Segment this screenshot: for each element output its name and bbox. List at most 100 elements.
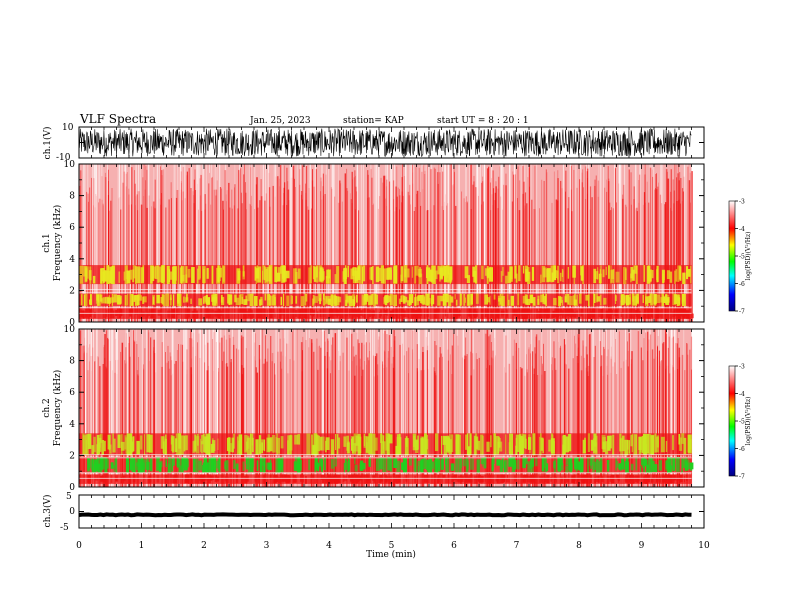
spectrogram-band-cell (320, 436, 325, 451)
spectrogram-band-cell (214, 294, 216, 305)
spectrogram-streak (433, 205, 435, 322)
spectrogram-streak (175, 361, 177, 487)
spectrogram-band-cell (486, 297, 490, 303)
spectrogram-band-cell (133, 459, 136, 473)
spectrogram-band-cell (155, 265, 158, 280)
spectrogram-band-cell (465, 476, 469, 483)
spectrogram-gap (251, 164, 252, 322)
spectrogram-band-cell (518, 265, 521, 282)
spectrogram-gap (425, 329, 427, 487)
spectrogram-streak (442, 356, 443, 487)
spectrogram-band-cell (578, 461, 581, 471)
spectrogram-gap (571, 329, 572, 487)
spectrogram-band-cell (420, 438, 425, 455)
spectrogram-streak (646, 181, 648, 322)
spectrogram-gap (279, 164, 281, 322)
spectrogram-band-cell (95, 474, 99, 481)
spectrogram-band-cell (424, 475, 428, 483)
spectrogram-gap (569, 164, 571, 322)
spectrogram-band-cell (110, 308, 114, 316)
spectrogram-streak (262, 364, 264, 487)
spectrogram-band-cell (625, 294, 630, 306)
spectrogram-streak (553, 341, 555, 487)
spectrogram-band-cell (506, 309, 508, 317)
spectrogram-band-cell (309, 308, 313, 316)
spectrogram-band-cell (646, 464, 650, 473)
spectrogram-band-cell (192, 458, 196, 473)
spectrogram-ytick-label: 10 (64, 325, 76, 335)
spectrogram-streak (261, 329, 264, 487)
spectrogram-band-cell (610, 265, 612, 284)
spectrogram-streak (256, 372, 259, 487)
spectrogram-streak (581, 182, 583, 322)
spectrogram-band-cell (455, 299, 458, 306)
spectrogram-gap (96, 329, 98, 487)
spectrogram-band-cell (604, 297, 607, 305)
spectrogram-streak (264, 200, 266, 322)
spectrogram-band-cell (145, 459, 149, 470)
spectrogram-band-cell (297, 434, 301, 445)
spectrogram-band-cell (541, 266, 546, 283)
spectrogram-band-cell (540, 274, 542, 284)
spectrogram-band-cell (587, 312, 592, 319)
spectrogram-band-cell (395, 445, 399, 456)
spectrogram-band-cell (551, 433, 553, 456)
spectrogram-band-cell (620, 300, 623, 306)
spectrogram-band-cell (526, 271, 529, 281)
spectrogram-gap (549, 329, 552, 487)
spectrogram-streak (601, 355, 603, 487)
spectrogram-band-cell (132, 269, 135, 283)
spectrogram-streak (655, 188, 656, 322)
spectrogram-streak (388, 335, 391, 487)
spectrogram-gap (148, 329, 150, 487)
spectrogram-band-cell (414, 310, 419, 319)
spectrogram-band-cell (110, 462, 114, 469)
spectrogram-band-cell (644, 435, 647, 452)
spectrogram-streak (424, 170, 426, 322)
spectrogram-streak (153, 347, 155, 487)
spectrogram-gap (519, 329, 521, 487)
spectrogram-gap (116, 329, 118, 487)
spectrogram-streak (557, 170, 559, 322)
spectrogram-streak (630, 363, 632, 487)
spectrogram-streak (153, 206, 154, 322)
spectrogram-band-cell (353, 296, 356, 305)
spectrogram-band-cell (663, 296, 666, 303)
spectrogram-band-cell (536, 308, 539, 319)
spectrogram-band-cell (167, 265, 170, 284)
spectrogram-gap (183, 164, 185, 322)
spectrogram-band-cell (652, 474, 656, 479)
spectrogram-band-cell (120, 441, 125, 451)
spectrogram-band-cell (484, 307, 487, 318)
spectrogram-streak (385, 186, 388, 322)
spectrogram-streak (193, 179, 195, 322)
spectrogram-streak (453, 333, 454, 487)
spectrogram-gap (501, 164, 503, 322)
spectrogram-gap (520, 164, 522, 322)
spectrogram-band-cell (469, 433, 472, 454)
spectrogram-streak (222, 200, 224, 322)
spectrogram-band-cell (269, 295, 271, 306)
spectrogram-gap (509, 164, 511, 322)
spectrogram-band-cell (581, 474, 585, 484)
spectrogram-streak (81, 346, 83, 487)
spectrogram-band-cell (627, 478, 630, 484)
spectrogram-band-cell (622, 435, 625, 452)
spectrogram-band-cell (136, 440, 140, 455)
spectrogram-band-cell (278, 477, 281, 484)
spectrogram-band-cell (580, 308, 583, 317)
spectrogram-band-cell (93, 436, 96, 453)
spectrogram-band-cell (243, 299, 248, 305)
spectrogram-band-cell (298, 309, 301, 319)
spectrogram-band-cell (527, 461, 531, 473)
spectrogram-streak (102, 364, 104, 487)
spectrogram-band-cell (569, 307, 573, 318)
spectrogram-streak (574, 335, 575, 487)
spectrogram-gap (153, 164, 155, 322)
spectrogram-band-cell (431, 265, 434, 284)
spectrogram-gap (655, 329, 657, 487)
spectrogram-band-cell (600, 294, 602, 306)
spectrogram-gap (95, 164, 97, 322)
spectrogram-band-cell (426, 293, 431, 306)
